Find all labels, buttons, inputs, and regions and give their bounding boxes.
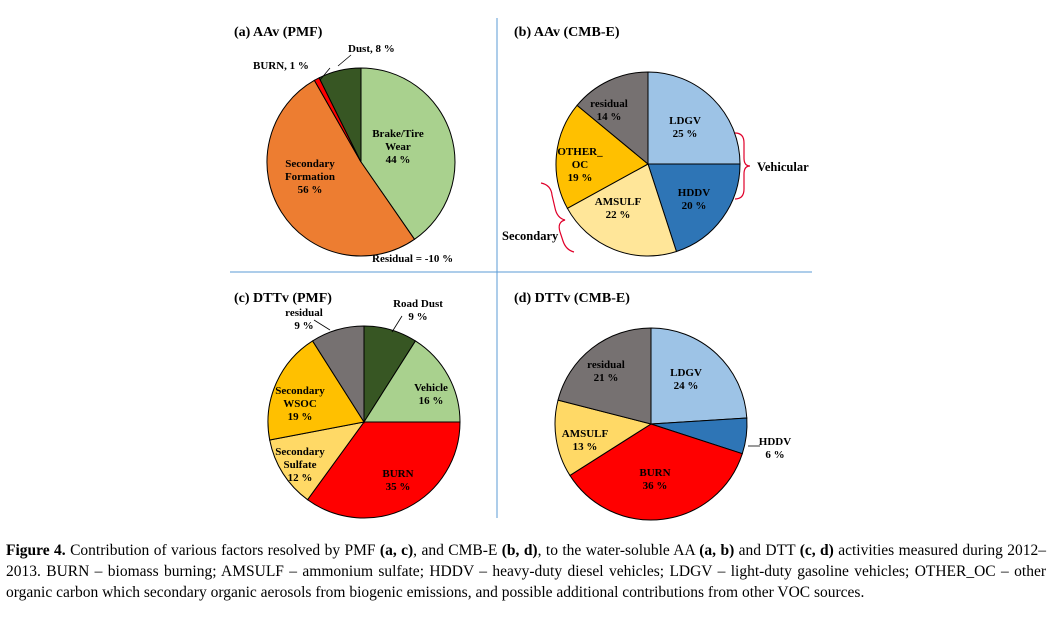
leader-line xyxy=(313,319,331,331)
pie-slice xyxy=(360,67,456,240)
caption-text: activities measured during 2012–2013. BU… xyxy=(6,542,1047,601)
pie-slice xyxy=(311,325,365,424)
slice-label: Secondary Sulfate 12 % xyxy=(275,446,325,484)
pie-slice xyxy=(363,340,461,423)
slice-label: Residual = -10 % xyxy=(372,253,453,265)
pie-chart-1: (a) AAv (PMF) Brake/Tire Wear 44 % Residual … xyxy=(234,25,456,265)
secondary-bracket xyxy=(540,182,575,253)
pie-slice xyxy=(318,67,362,163)
slice-label: Brake/Tire Wear 44 % xyxy=(372,128,424,166)
pie-slice xyxy=(569,423,743,521)
slice-label: residual 14 % xyxy=(590,98,628,123)
slice-label: AMSULF 13 % xyxy=(562,428,609,453)
pie-chart-2: (b) AAv (CMB-E) LDGV 25 % HDDV 20 % AMSULF 22 … xyxy=(502,25,809,257)
slice-label: LDGV 25 % xyxy=(669,115,701,140)
chart-title: (a) AAv (PMF) xyxy=(234,25,323,40)
leader-line xyxy=(391,315,403,333)
caption-text: Contribution of various factors resolved… xyxy=(65,542,380,559)
slice-label: Secondary Formation 56 % xyxy=(285,158,335,196)
leader-line xyxy=(337,54,352,67)
pie-slice xyxy=(650,327,748,425)
slice-label: BURN 36 % xyxy=(639,467,670,492)
pie-chart-3: (c) DTTv (PMF) Road Dust 9 % Vehicle 16 % BUR… xyxy=(234,291,461,519)
chart-title: (c) DTTv (PMF) xyxy=(234,291,332,306)
slice-label: BURN, 1 % xyxy=(253,60,309,72)
chart-title: (b) AAv (CMB-E) xyxy=(514,25,620,40)
pie-slice xyxy=(566,163,678,257)
annotation-vehicular: Vehicular xyxy=(757,160,809,174)
slice-label: HDDV 6 % xyxy=(759,436,791,461)
pie-slice xyxy=(555,104,649,209)
caption-bold: (c, d) xyxy=(799,542,834,559)
pie-slice xyxy=(647,71,741,165)
slice-label: Dust, 8 % xyxy=(348,43,395,55)
pie-slice xyxy=(269,421,366,501)
annotation-secondary: Secondary xyxy=(502,229,559,243)
pie-slice xyxy=(266,79,416,257)
slice-label: residual 9 % xyxy=(285,307,323,332)
pie-chart-4: (d) DTTv (CMB-E) LDGV 24 % HDDV 6 % BURN 36 % A… xyxy=(514,291,791,521)
figure-caption: Figure 4. Contribution of various factor… xyxy=(6,540,1046,603)
caption-text: , and CMB-E xyxy=(413,542,502,559)
slice-label: Road Dust 9 % xyxy=(393,298,443,323)
figure-panel-grid: (a) AAv (PMF) Brake/Tire Wear 44 % Residual … xyxy=(230,18,812,521)
slice-label: AMSULF 22 % xyxy=(595,196,642,221)
pie-slice xyxy=(557,327,652,425)
caption-bold: (a, b) xyxy=(699,542,735,559)
slice-label: Vehicle 16 % xyxy=(414,382,448,407)
vehicular-bracket xyxy=(734,132,751,200)
pie-slice xyxy=(576,71,649,166)
leader-line xyxy=(319,67,331,81)
slice-label: Secondary WSOC 19 % xyxy=(275,385,325,423)
pie-slice xyxy=(306,421,461,519)
slice-label: OTHER_ OC 19 % xyxy=(557,146,603,184)
slice-label: BURN 35 % xyxy=(382,468,413,493)
caption-bold: (b, d) xyxy=(501,542,538,559)
caption-text: and DTT xyxy=(734,542,800,559)
slice-label: HDDV 20 % xyxy=(678,187,710,212)
caption-text: , to the water-soluble AA xyxy=(537,542,700,559)
caption-figure-number: Figure 4. xyxy=(6,542,66,559)
caption-bold: (a, c) xyxy=(379,542,414,559)
chart-title: (d) DTTv (CMB-E) xyxy=(514,291,630,306)
pie-slice xyxy=(554,399,653,477)
pie-slice xyxy=(647,163,741,253)
slice-label: residual 21 % xyxy=(587,359,625,384)
slice-label: LDGV 24 % xyxy=(670,367,702,392)
pie-slice xyxy=(267,340,365,441)
